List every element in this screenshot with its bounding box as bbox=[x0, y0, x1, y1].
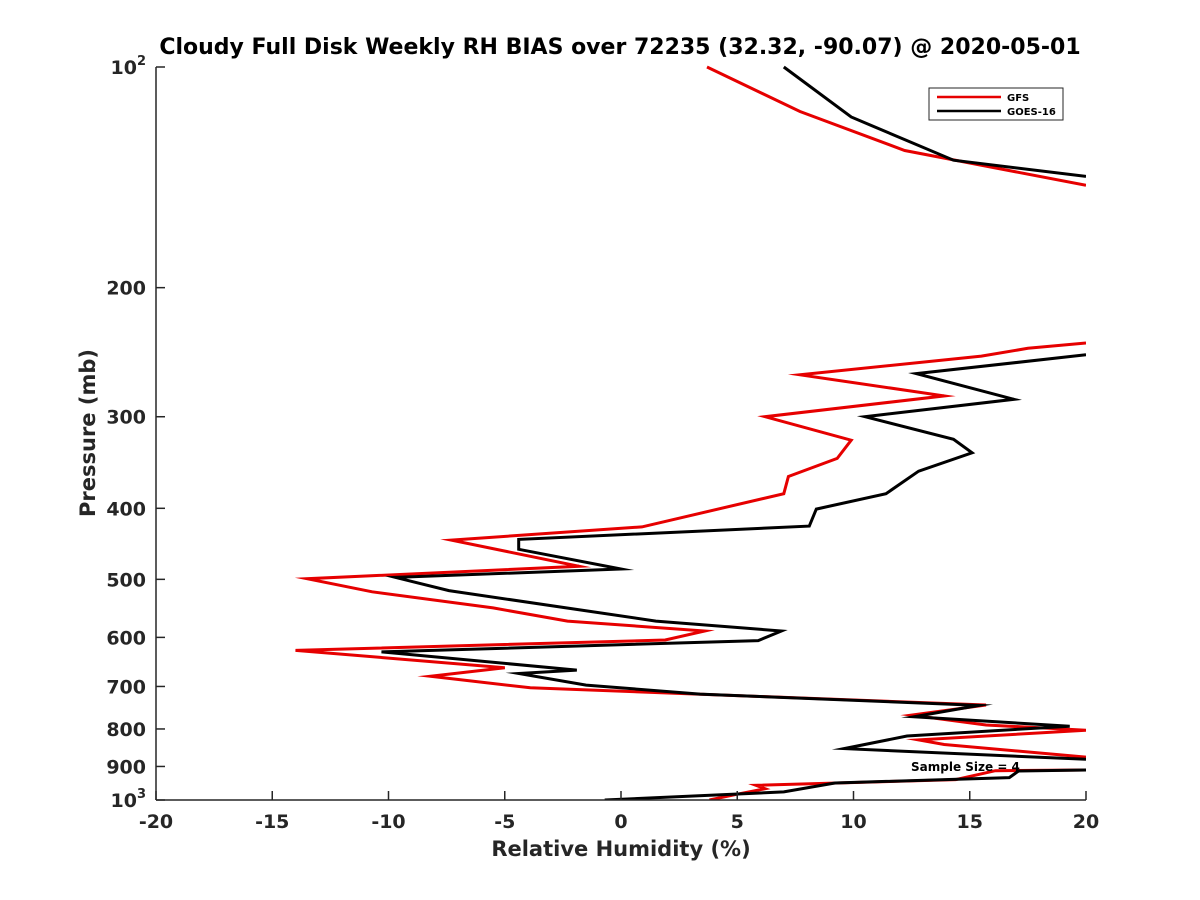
y-tick-label: 500 bbox=[106, 569, 146, 591]
x-tick-label: -20 bbox=[139, 811, 173, 833]
x-tick-label: 15 bbox=[957, 811, 983, 833]
legend-label-gfs: GFS bbox=[1007, 93, 1029, 104]
legend-label-goes-16: GOES-16 bbox=[1007, 107, 1056, 118]
legend: GFS GOES-16 bbox=[928, 87, 1064, 121]
y-tick-label: 103 bbox=[111, 787, 147, 812]
y-tick-label: 102 bbox=[111, 54, 147, 79]
x-tick-label: -15 bbox=[255, 811, 289, 833]
y-tick-label: 600 bbox=[106, 627, 146, 649]
y-tick-label: 300 bbox=[106, 407, 146, 429]
legend-box bbox=[928, 87, 1064, 121]
y-axis-label: Pressure (mb) bbox=[76, 349, 100, 517]
series-line-goes-16 bbox=[381, 65, 1086, 800]
sample-size-annotation: Sample Size = 4 bbox=[911, 760, 1020, 774]
x-tick-label: -5 bbox=[494, 811, 515, 833]
y-tick-label: 200 bbox=[106, 278, 146, 300]
y-tick-label: 700 bbox=[106, 676, 146, 698]
x-tick-label: -10 bbox=[371, 811, 405, 833]
y-tick-label: 800 bbox=[106, 719, 146, 741]
x-tick-label: 20 bbox=[1073, 811, 1099, 833]
chart-title: Cloudy Full Disk Weekly RH BIAS over 722… bbox=[159, 35, 1080, 60]
x-tick-label: 0 bbox=[614, 811, 627, 833]
x-ticks: -20 -15 -10 -5 0 5 10 15 20 bbox=[139, 791, 1099, 833]
y-tick-label: 400 bbox=[106, 498, 146, 520]
y-tick-label: 900 bbox=[106, 756, 146, 778]
y-ticks: 102 200 300 400 500 600 700 800 900 103 bbox=[106, 54, 165, 812]
x-tick-label: 10 bbox=[840, 811, 866, 833]
x-tick-label: 5 bbox=[731, 811, 744, 833]
x-axis-label: Relative Humidity (%) bbox=[491, 837, 750, 861]
